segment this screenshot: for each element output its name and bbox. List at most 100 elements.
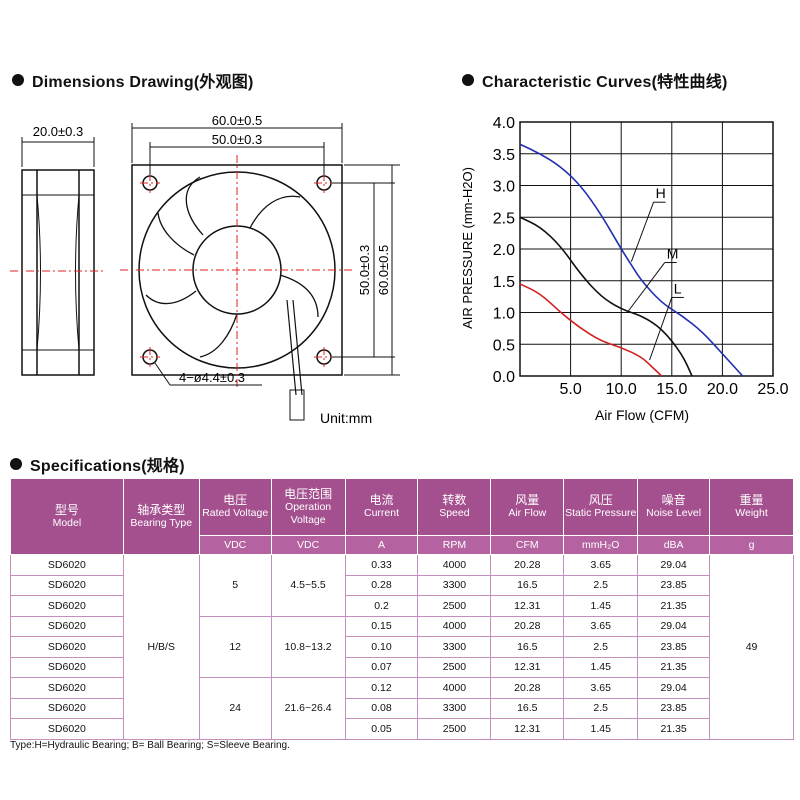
column-header-en: Noise Level (646, 507, 702, 519)
x-tick-label: 5.0 (559, 381, 581, 398)
current-cell: 0.28 (344, 574, 419, 596)
bullet-icon (10, 458, 22, 470)
column-header-cn: 风压 (588, 493, 613, 507)
table-row: SD6020 H/B/S 5 4.5~5.5 0.33 4000 20.28 3.65 29.0… (10, 554, 794, 740)
speed-cell: 4000 (417, 615, 492, 637)
model-cell: SD6020 (10, 554, 124, 576)
static-pressure-cell: 3.65 (563, 677, 639, 699)
column-header-en: Operation Voltage (285, 500, 332, 526)
speed-cell: 2500 (417, 595, 492, 617)
series-label-l: L (674, 280, 682, 296)
current-cell: 0.05 (344, 718, 419, 740)
weight-cell: 49 (709, 554, 794, 740)
table-row: SD6020 0.07 2500 12.31 1.45 21.35 (10, 656, 794, 678)
rated-voltage-cell: 24 (198, 677, 272, 740)
series-leader-l (649, 297, 673, 361)
y-tick-label: 0.5 (493, 337, 515, 354)
y-tick-label: 2.0 (493, 242, 515, 259)
column-header-cn: 转数 (442, 493, 467, 507)
chart-series (519, 143, 744, 377)
column-header: 电压 Rated Voltage (198, 478, 272, 536)
y-tick-label: 2.5 (493, 210, 515, 227)
column-header: 轴承类型 Bearing Type (122, 478, 200, 555)
holes-label: 4−ø4.4±0.3 (179, 370, 245, 385)
static-pressure-cell: 2.5 (563, 697, 639, 719)
airflow-cell: 20.28 (490, 554, 565, 576)
airflow-cell: 12.31 (490, 718, 565, 740)
speed-cell: 3300 (417, 697, 492, 719)
column-header-en: Air Flow (508, 507, 547, 519)
bullet-icon (462, 74, 474, 86)
x-tick-label: 15.0 (656, 381, 687, 398)
airflow-cell: 12.31 (490, 656, 565, 678)
noise-level-cell: 29.04 (637, 677, 711, 699)
airflow-cell: 16.5 (490, 574, 565, 596)
current-cell: 0.10 (344, 636, 419, 658)
model-cell: SD6020 (10, 677, 124, 699)
speed-cell: 4000 (417, 677, 492, 699)
speed-cell: 2500 (417, 718, 492, 740)
column-header-cn: 噪音 (661, 493, 686, 507)
current-cell: 0.07 (344, 656, 419, 678)
noise-level-cell: 29.04 (637, 615, 711, 637)
column-unit: mmH₂O (563, 535, 639, 555)
table-row: SD6020 0.05 2500 12.31 1.45 21.35 (10, 718, 794, 740)
model-cell: SD6020 (10, 697, 124, 719)
column-header-en: Current (364, 507, 400, 519)
side-width-dimension (21, 137, 95, 167)
fan-side-view (21, 169, 95, 376)
noise-level-cell: 21.35 (637, 656, 711, 678)
airflow-cell: 20.28 (490, 677, 565, 699)
column-header-cn: 风量 (515, 493, 540, 507)
specifications-table: 型号 Model 轴承类型 Bearing Type 电压 Rated Voltage 电压… (10, 478, 794, 740)
bearing-type-cell: H/B/S (122, 554, 200, 740)
front-centerlines (120, 155, 355, 387)
dimensions-title-text: Dimensions Drawing(外观图) (32, 74, 254, 91)
noise-level-cell: 23.85 (637, 697, 711, 719)
y-tick-label: 1.0 (493, 306, 515, 323)
column-header-cn: 电压 (223, 493, 248, 507)
current-cell: 0.15 (344, 615, 419, 637)
column-header-en: Bearing Type (130, 516, 193, 529)
current-cell: 0.2 (344, 595, 419, 617)
table-body: SD6020 H/B/S 5 4.5~5.5 0.33 4000 20.28 3.65 29.0… (10, 554, 794, 740)
y-tick-label: 4.0 (493, 115, 515, 132)
current-cell: 0.12 (344, 677, 419, 699)
x-tick-labels: 5.0 10.0 15.0 20.0 25.0 (559, 381, 788, 398)
table-row: SD6020 12 10.8~13.2 0.15 4000 20.28 3.65 29.04 (10, 615, 794, 678)
model-cell: SD6020 (10, 574, 124, 596)
series-line-l (519, 283, 663, 377)
column-header-en: Speed (439, 507, 470, 519)
x-tick-label: 25.0 (757, 381, 788, 398)
column-header-cn: 电流 (369, 493, 394, 507)
table-row: SD6020 0.2 2500 12.31 1.45 21.35 (10, 595, 794, 617)
dimensions-drawing: 20.0±0.3 (10, 113, 400, 426)
curves-title-text: Characteristic Curves(特性曲线) (482, 74, 728, 91)
table-row: SD6020 24 21.6~26.4 0.12 4000 20.28 3.65 29.04 (10, 677, 794, 740)
column-header: 风量 Air Flow (490, 478, 565, 536)
speed-cell: 4000 (417, 554, 492, 576)
series-labels: H M L (626, 185, 684, 361)
airflow-cell: 16.5 (490, 697, 565, 719)
model-cell: SD6020 (10, 595, 124, 617)
operation-voltage-cell: 4.5~5.5 (270, 554, 346, 617)
specs-section-title: Specifications(规格) (10, 452, 185, 476)
table-header-row: 型号 Model 轴承类型 Bearing Type 电压 Rated Voltage 电压… (10, 478, 794, 555)
y-tick-label: 1.5 (493, 274, 515, 291)
chart-grid (519, 121, 774, 377)
unit-label: Unit:mm (320, 410, 372, 426)
column-unit: RPM (417, 535, 492, 555)
series-line-m (519, 216, 693, 377)
noise-level-cell: 21.35 (637, 718, 711, 740)
static-pressure-cell: 2.5 (563, 574, 639, 596)
y-tick-label: 3.5 (493, 147, 515, 164)
speed-cell: 3300 (417, 574, 492, 596)
current-cell: 0.08 (344, 697, 419, 719)
rated-voltage-cell: 5 (198, 554, 272, 617)
current-cell: 0.33 (344, 554, 419, 576)
outer-height-label: 60.0±0.5 (376, 245, 391, 296)
column-header: 噪音 Noise Level (637, 478, 711, 536)
column-header: 电流 Current (344, 478, 419, 536)
series-leader-m (626, 262, 666, 313)
static-pressure-cell: 3.65 (563, 615, 639, 637)
